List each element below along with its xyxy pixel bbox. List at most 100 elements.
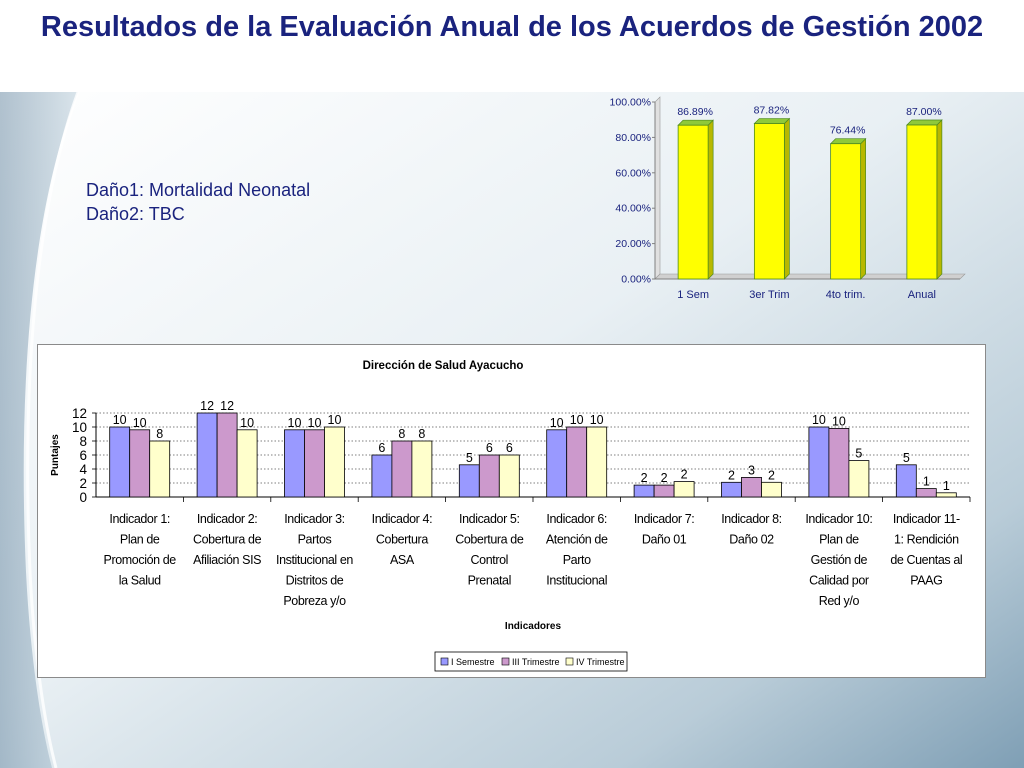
bar-iv-trimestre (761, 481, 782, 498)
category-label: Indicador 8: (721, 512, 782, 526)
legend-swatch (501, 657, 510, 666)
x-tick-label: 3er Trim (749, 289, 789, 301)
bar-top (829, 138, 867, 145)
bar-iv-trimestre (236, 429, 258, 498)
category-label: Distritos de (286, 574, 344, 588)
y-tick-label: 10 (72, 420, 87, 435)
bar-iv-trimestre (848, 460, 870, 498)
ayacucho-indicator-chart: Dirección de Salud Ayacucho Puntajes Indic… (50, 360, 971, 672)
bar-i-semestre (284, 429, 305, 498)
category-label: Indicador 7: (634, 512, 695, 526)
category-label: Daño 01 (642, 533, 687, 547)
data-label: 6 (378, 441, 385, 455)
category-label: Indicador 10: (805, 512, 872, 526)
category-label: Prenatal (468, 574, 511, 588)
y-tick-label: 100.00% (610, 97, 651, 109)
category-label: Indicador 3: (284, 512, 345, 526)
data-label: 10 (590, 413, 604, 427)
data-label: 87.82% (754, 105, 790, 117)
data-label: 2 (681, 468, 688, 482)
y-tick-label: 0.00% (621, 274, 651, 286)
category-label: Cobertura de (455, 533, 524, 547)
y-tick-label: 40.00% (615, 203, 651, 215)
bar-side (784, 117, 790, 280)
category-label: Afiliación SIS (193, 553, 261, 567)
bar-i-semestre (371, 454, 393, 498)
bar-i-semestre (458, 464, 480, 498)
data-label: 3 (748, 463, 755, 477)
bar-top (753, 118, 791, 124)
category-label: Cobertura (376, 533, 428, 547)
bar-iv-trimestre (411, 440, 433, 498)
bar-i-semestre (546, 429, 568, 498)
category-label: 1: Rendición (894, 533, 959, 547)
y-tick-label: 8 (79, 434, 87, 449)
bar-iii-trimestre (741, 476, 762, 498)
legend-label: IV Trimestre (576, 657, 625, 667)
y-tick-label: 2 (79, 476, 87, 491)
category-label: Indicador 4: (372, 512, 433, 526)
bar-iii-trimestre (129, 429, 151, 498)
data-label: 1 (943, 479, 950, 493)
category-label: Institucional (546, 574, 607, 588)
data-label: 10 (570, 413, 584, 427)
data-label: 8 (418, 427, 425, 441)
y-tick-label: 4 (79, 462, 87, 477)
category-label: Control (471, 553, 509, 567)
annual-evaluation-chart: 0.00% 20.00% 40.00% 60.00% 80.00% 100.00% 86.8… (610, 96, 966, 301)
legend-label: I Semestre (451, 657, 495, 667)
bar-iii-trimestre (391, 440, 413, 498)
category-label: Atención de (546, 533, 608, 547)
category-label: ASA (390, 553, 415, 567)
data-label: 87.00% (906, 106, 942, 118)
category-label: Daño 02 (729, 533, 774, 547)
bar-side (707, 119, 714, 280)
bar-iii-trimestre (828, 428, 850, 498)
legend-swatch (565, 657, 574, 666)
x-tick-label: 4to trim. (826, 289, 866, 301)
x-axis-title: Indicadores (505, 621, 562, 632)
bar (830, 143, 862, 280)
data-label: 6 (486, 441, 493, 455)
bar (677, 124, 709, 280)
data-label: 5 (855, 447, 862, 461)
bar-i-semestre (109, 426, 131, 498)
note-dano2: Daño2: TBC (86, 204, 185, 224)
category-label: la Salud (119, 574, 161, 588)
bar-iii-trimestre (478, 454, 500, 498)
data-label: 2 (728, 468, 735, 482)
bar-top (677, 119, 714, 126)
x-tick-label: 1 Sem (677, 289, 709, 301)
data-label: 2 (641, 471, 648, 485)
category-label: Indicador 6: (546, 512, 607, 526)
category-label: Indicador 5: (459, 512, 520, 526)
category-label: Plan de (819, 533, 859, 547)
category-label: Institucional en (276, 553, 353, 567)
side-wall (654, 96, 661, 280)
legend-label: III Trimestre (512, 657, 560, 667)
category-label: Red y/o (819, 594, 860, 608)
data-label: 8 (398, 427, 405, 441)
bar-iii-trimestre (566, 426, 588, 498)
bar-side (936, 119, 943, 280)
ayacucho-chart-frame: Dirección de Salud Ayacucho Puntajes Indic… (37, 344, 986, 678)
legend-swatch (440, 657, 449, 666)
y-tick-label: 80.00% (615, 132, 651, 144)
data-label: 10 (288, 416, 302, 430)
bar (753, 123, 785, 280)
data-label: 10 (113, 413, 127, 427)
data-label: 2 (661, 471, 668, 485)
category-label: Calidad por (809, 574, 869, 588)
y-tick-label: 6 (79, 448, 87, 463)
category-label: PAAG (910, 574, 942, 588)
category-label: de Cuentas al (890, 553, 962, 567)
data-label: 76.44% (830, 125, 866, 137)
x-tick-label: Anual (908, 289, 936, 301)
bar-iv-trimestre (935, 492, 957, 498)
note-dano1: Daño1: Mortalidad Neonatal (86, 180, 311, 200)
bar-i-semestre (633, 484, 655, 498)
category-label: Promoción de (104, 553, 177, 567)
data-label: 6 (506, 441, 513, 455)
data-label: 5 (466, 451, 473, 465)
page-title: Resultados de la Evaluación Anual de los… (40, 11, 984, 43)
